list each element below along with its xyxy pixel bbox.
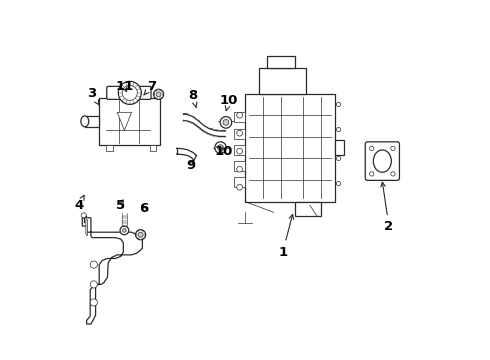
Circle shape xyxy=(215,142,226,153)
Text: 9: 9 xyxy=(186,159,196,172)
Circle shape xyxy=(237,130,243,136)
Circle shape xyxy=(153,89,164,99)
Ellipse shape xyxy=(373,150,392,172)
FancyBboxPatch shape xyxy=(335,140,344,155)
FancyBboxPatch shape xyxy=(234,145,245,155)
FancyBboxPatch shape xyxy=(99,98,160,145)
FancyBboxPatch shape xyxy=(259,68,306,94)
FancyBboxPatch shape xyxy=(245,94,335,202)
Text: 3: 3 xyxy=(87,87,99,105)
Text: 5: 5 xyxy=(116,199,125,212)
Polygon shape xyxy=(117,112,132,130)
Circle shape xyxy=(391,146,395,150)
FancyBboxPatch shape xyxy=(234,129,245,139)
Circle shape xyxy=(223,120,229,125)
FancyBboxPatch shape xyxy=(106,145,113,151)
Circle shape xyxy=(391,172,395,176)
Circle shape xyxy=(369,172,374,176)
Circle shape xyxy=(138,232,143,237)
FancyBboxPatch shape xyxy=(365,142,399,180)
Text: 7: 7 xyxy=(144,80,156,95)
Circle shape xyxy=(237,148,243,154)
FancyBboxPatch shape xyxy=(85,116,99,127)
FancyBboxPatch shape xyxy=(234,177,245,187)
Circle shape xyxy=(237,112,243,118)
Circle shape xyxy=(369,146,374,150)
FancyBboxPatch shape xyxy=(295,202,320,216)
Text: 2: 2 xyxy=(381,182,393,233)
Circle shape xyxy=(237,166,243,172)
Circle shape xyxy=(337,102,341,107)
Polygon shape xyxy=(86,220,87,236)
FancyBboxPatch shape xyxy=(149,145,156,151)
Circle shape xyxy=(90,261,98,268)
Circle shape xyxy=(81,213,86,218)
Circle shape xyxy=(337,156,341,161)
Circle shape xyxy=(337,181,341,186)
FancyBboxPatch shape xyxy=(267,56,295,68)
FancyBboxPatch shape xyxy=(107,86,151,99)
Circle shape xyxy=(218,145,223,150)
Circle shape xyxy=(337,127,341,132)
Circle shape xyxy=(136,230,146,240)
Text: 1: 1 xyxy=(278,215,294,258)
Text: 4: 4 xyxy=(74,195,84,212)
Circle shape xyxy=(90,299,98,306)
Text: 10: 10 xyxy=(214,145,233,158)
Polygon shape xyxy=(82,218,143,324)
Text: 6: 6 xyxy=(140,202,149,215)
Circle shape xyxy=(90,281,98,288)
Circle shape xyxy=(220,117,232,128)
Polygon shape xyxy=(136,230,145,240)
Circle shape xyxy=(156,92,161,97)
Circle shape xyxy=(118,81,141,104)
Circle shape xyxy=(120,226,129,235)
Text: 8: 8 xyxy=(188,89,197,107)
Polygon shape xyxy=(154,89,163,99)
Circle shape xyxy=(122,229,126,232)
FancyBboxPatch shape xyxy=(234,112,245,122)
Circle shape xyxy=(237,184,243,190)
FancyBboxPatch shape xyxy=(234,161,245,171)
Circle shape xyxy=(122,85,137,100)
Ellipse shape xyxy=(81,116,89,127)
Text: 10: 10 xyxy=(220,94,238,111)
Text: 11: 11 xyxy=(115,80,133,93)
